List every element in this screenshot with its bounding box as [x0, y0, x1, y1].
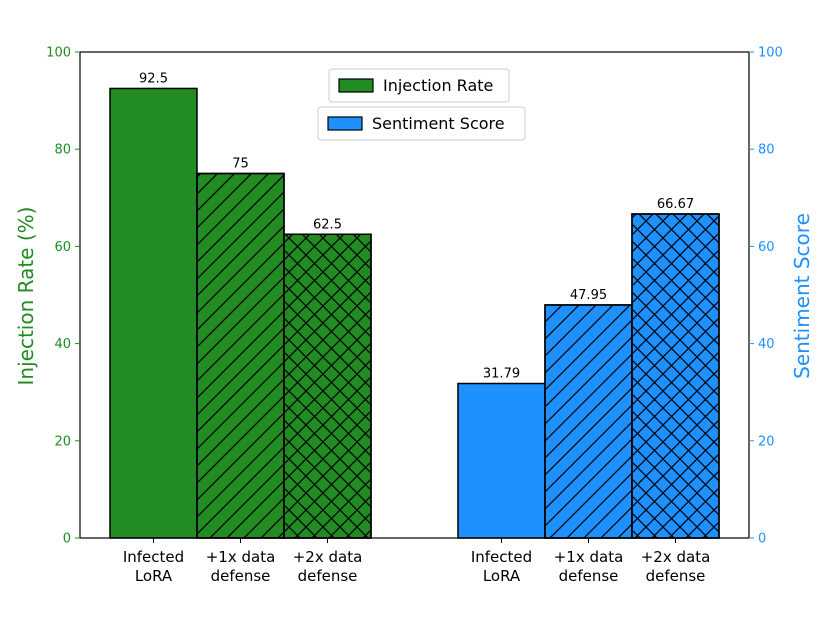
- right-y-tick-label: 80: [758, 143, 775, 158]
- category-label-sentiment-3: +2x data defense: [641, 548, 711, 585]
- legend-box: [328, 68, 510, 103]
- category-label-injection-3: +2x data defense: [293, 548, 363, 585]
- bar-injection-1: [109, 87, 198, 539]
- legend-label-injection: Injection Rate: [383, 76, 493, 95]
- left-y-axis: 0 20 40 60 80 100: [46, 46, 80, 547]
- value-label-sentiment-1: 31.79: [483, 367, 520, 382]
- category-label-injection-2: +1x data defense: [206, 548, 276, 585]
- value-label-sentiment-3: 66.67: [657, 197, 694, 212]
- category-label-sentiment-1: Infected LoRA: [471, 548, 532, 585]
- bars-layer: 92.5 75 62.5 31.79 47.95 66.67: [109, 71, 720, 539]
- legend-item-injection: Injection Rate: [328, 68, 510, 103]
- category-label-injection-1: Infected LoRA: [123, 548, 184, 585]
- plot-border: [79, 51, 750, 539]
- legend: Injection Rate Sentiment Score: [317, 68, 526, 141]
- right-y-tick-label: 0: [758, 532, 766, 547]
- right-y-tick-label: 40: [758, 337, 775, 352]
- bar-hatch-sentiment-2: [544, 304, 633, 539]
- left-y-tick-label: 100: [46, 46, 71, 61]
- left-axis-title: Injection Rate (%): [14, 207, 38, 386]
- legend-box: [317, 106, 526, 141]
- right-y-axis: 0 20 40 60 80 100: [749, 46, 783, 547]
- left-y-tick-label: 40: [54, 337, 71, 352]
- category-label-sentiment-2: +1x data defense: [554, 548, 624, 585]
- bar-hatch-injection-3: [283, 233, 372, 539]
- value-label-injection-3: 62.5: [313, 217, 342, 232]
- legend-swatch-injection: [338, 78, 374, 93]
- right-y-tick-label: 20: [758, 434, 775, 449]
- right-y-tick-label: 100: [758, 46, 783, 61]
- value-label-sentiment-2: 47.95: [570, 288, 607, 303]
- bar-sentiment-1: [457, 382, 546, 539]
- legend-item-sentiment: Sentiment Score: [317, 106, 526, 141]
- left-y-tick-label: 80: [54, 143, 71, 158]
- bar-hatch-sentiment-3: [631, 213, 720, 539]
- plot-frame: [79, 51, 750, 539]
- value-label-injection-1: 92.5: [139, 71, 168, 86]
- left-y-tick-label: 60: [54, 240, 71, 255]
- bar-hatch-injection-2: [196, 172, 285, 539]
- right-y-tick-label: 60: [758, 240, 775, 255]
- legend-swatch-sentiment: [327, 116, 363, 131]
- category-labels: Infected LoRA +1x data defense +2x data defen…: [123, 538, 710, 585]
- legend-label-sentiment: Sentiment Score: [372, 114, 505, 133]
- right-axis-title: Sentiment Score: [790, 213, 814, 379]
- value-label-injection-2: 75: [232, 157, 249, 172]
- left-y-tick-label: 0: [63, 532, 71, 547]
- left-y-tick-label: 20: [54, 434, 71, 449]
